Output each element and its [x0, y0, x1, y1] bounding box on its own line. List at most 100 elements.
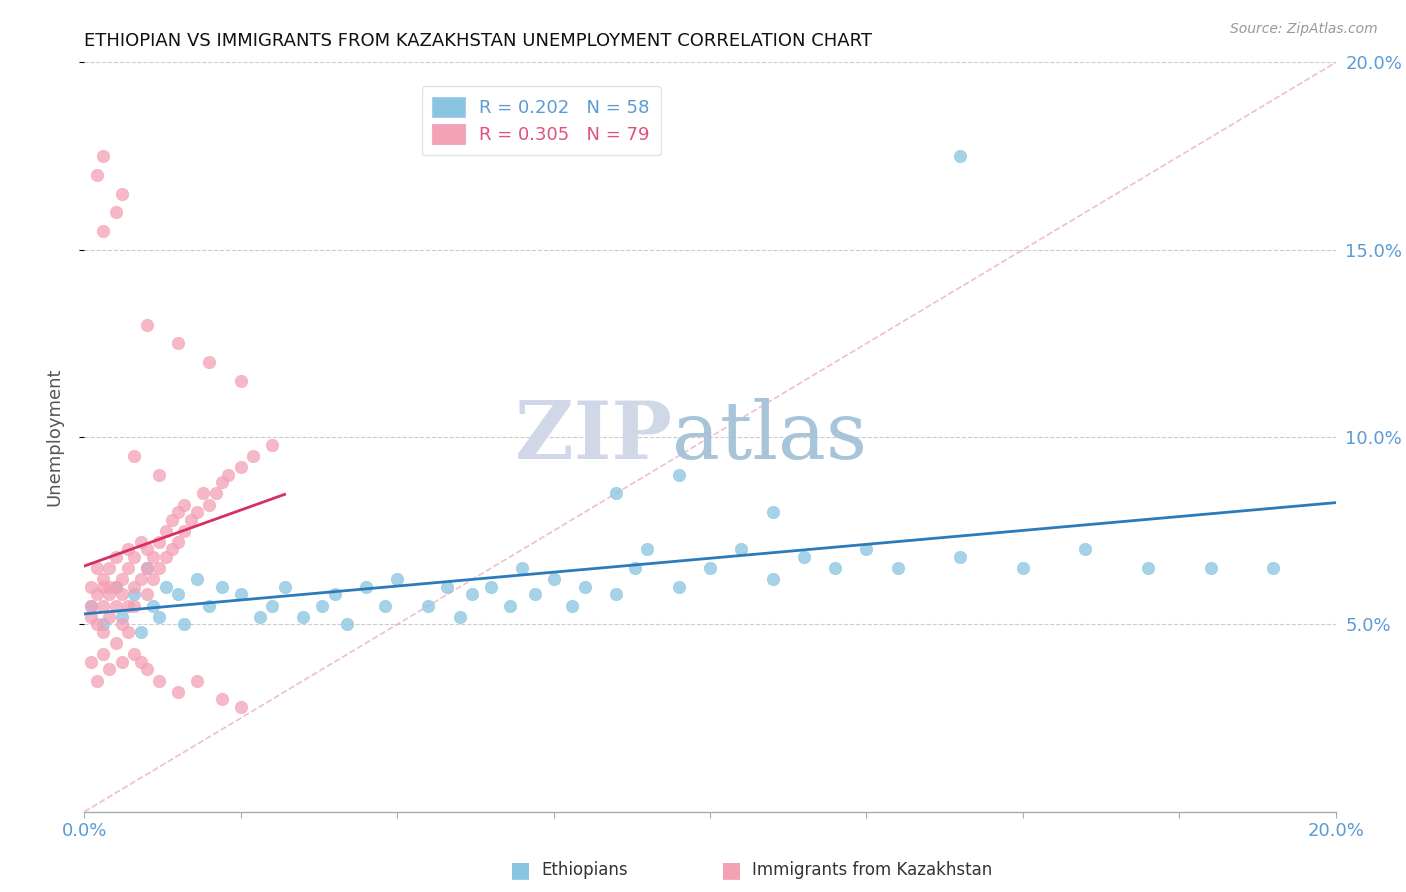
- Point: [512, 561, 534, 575]
- Point: [91, 599, 114, 613]
- Point: [167, 685, 190, 699]
- Point: [136, 587, 159, 601]
- Point: [167, 505, 190, 519]
- Point: [129, 573, 152, 587]
- Point: [543, 573, 565, 587]
- Point: [668, 580, 690, 594]
- Point: [385, 573, 409, 587]
- Point: [273, 580, 295, 594]
- Point: [949, 549, 972, 564]
- Point: [148, 673, 170, 688]
- Point: [136, 542, 159, 557]
- Point: [374, 599, 396, 613]
- Point: [186, 505, 208, 519]
- Point: [699, 561, 721, 575]
- Point: [142, 573, 165, 587]
- Point: [167, 535, 190, 549]
- Point: [186, 673, 208, 688]
- Text: atlas: atlas: [672, 398, 868, 476]
- Point: [762, 573, 785, 587]
- Point: [211, 580, 233, 594]
- Point: [561, 599, 583, 613]
- Point: [104, 599, 127, 613]
- Point: [91, 149, 114, 163]
- Point: [793, 549, 815, 564]
- Point: [1012, 561, 1035, 575]
- Point: [98, 561, 121, 575]
- Text: ZIP: ZIP: [516, 398, 672, 476]
- Point: [129, 535, 152, 549]
- Point: [155, 580, 177, 594]
- Point: [173, 498, 195, 512]
- Point: [292, 610, 315, 624]
- Point: [86, 587, 108, 601]
- Text: Immigrants from Kazakhstan: Immigrants from Kazakhstan: [752, 861, 993, 879]
- Point: [668, 467, 690, 482]
- Point: [91, 624, 114, 639]
- Y-axis label: Unemployment: Unemployment: [45, 368, 63, 507]
- Point: [211, 475, 233, 489]
- Point: [111, 573, 134, 587]
- Point: [160, 542, 183, 557]
- Text: Ethiopians: Ethiopians: [541, 861, 628, 879]
- Point: [198, 498, 221, 512]
- Legend: R = 0.202   N = 58, R = 0.305   N = 79: R = 0.202 N = 58, R = 0.305 N = 79: [422, 87, 661, 155]
- Point: [124, 549, 146, 564]
- Point: [323, 587, 346, 601]
- Point: [111, 186, 134, 201]
- Point: [136, 662, 159, 676]
- Point: [262, 599, 284, 613]
- Point: [198, 355, 221, 369]
- Text: Source: ZipAtlas.com: Source: ZipAtlas.com: [1230, 22, 1378, 37]
- Point: [311, 599, 333, 613]
- Point: [104, 205, 127, 219]
- Point: [605, 486, 627, 500]
- Point: [79, 610, 101, 624]
- Point: [229, 699, 252, 714]
- Point: [91, 580, 114, 594]
- Point: [180, 512, 202, 526]
- Point: [79, 655, 101, 669]
- Point: [204, 486, 226, 500]
- Point: [418, 599, 440, 613]
- Point: [91, 617, 114, 632]
- Point: [79, 599, 101, 613]
- Point: [117, 561, 139, 575]
- Point: [436, 580, 458, 594]
- Point: [111, 655, 134, 669]
- Point: [217, 467, 239, 482]
- Point: [1136, 561, 1159, 575]
- Point: [605, 587, 627, 601]
- Point: [855, 542, 877, 557]
- Point: [461, 587, 484, 601]
- Point: [198, 599, 221, 613]
- Point: [98, 580, 121, 594]
- Point: [111, 617, 134, 632]
- Text: ■: ■: [721, 860, 741, 880]
- Text: ETHIOPIAN VS IMMIGRANTS FROM KAZAKHSTAN UNEMPLOYMENT CORRELATION CHART: ETHIOPIAN VS IMMIGRANTS FROM KAZAKHSTAN …: [84, 32, 872, 50]
- Point: [824, 561, 846, 575]
- Point: [336, 617, 359, 632]
- Point: [111, 587, 134, 601]
- Point: [160, 512, 183, 526]
- Point: [949, 149, 972, 163]
- Point: [136, 318, 159, 332]
- Point: [229, 460, 252, 475]
- Point: [124, 587, 146, 601]
- Point: [148, 535, 170, 549]
- Point: [167, 336, 190, 351]
- Point: [136, 561, 159, 575]
- Point: [86, 673, 108, 688]
- Point: [129, 624, 152, 639]
- Point: [499, 599, 522, 613]
- Point: [624, 561, 647, 575]
- Point: [91, 224, 114, 238]
- Point: [79, 599, 101, 613]
- Point: [117, 542, 139, 557]
- Point: [155, 524, 177, 538]
- Point: [262, 437, 284, 451]
- Point: [104, 549, 127, 564]
- Point: [117, 624, 139, 639]
- Point: [124, 580, 146, 594]
- Point: [79, 580, 101, 594]
